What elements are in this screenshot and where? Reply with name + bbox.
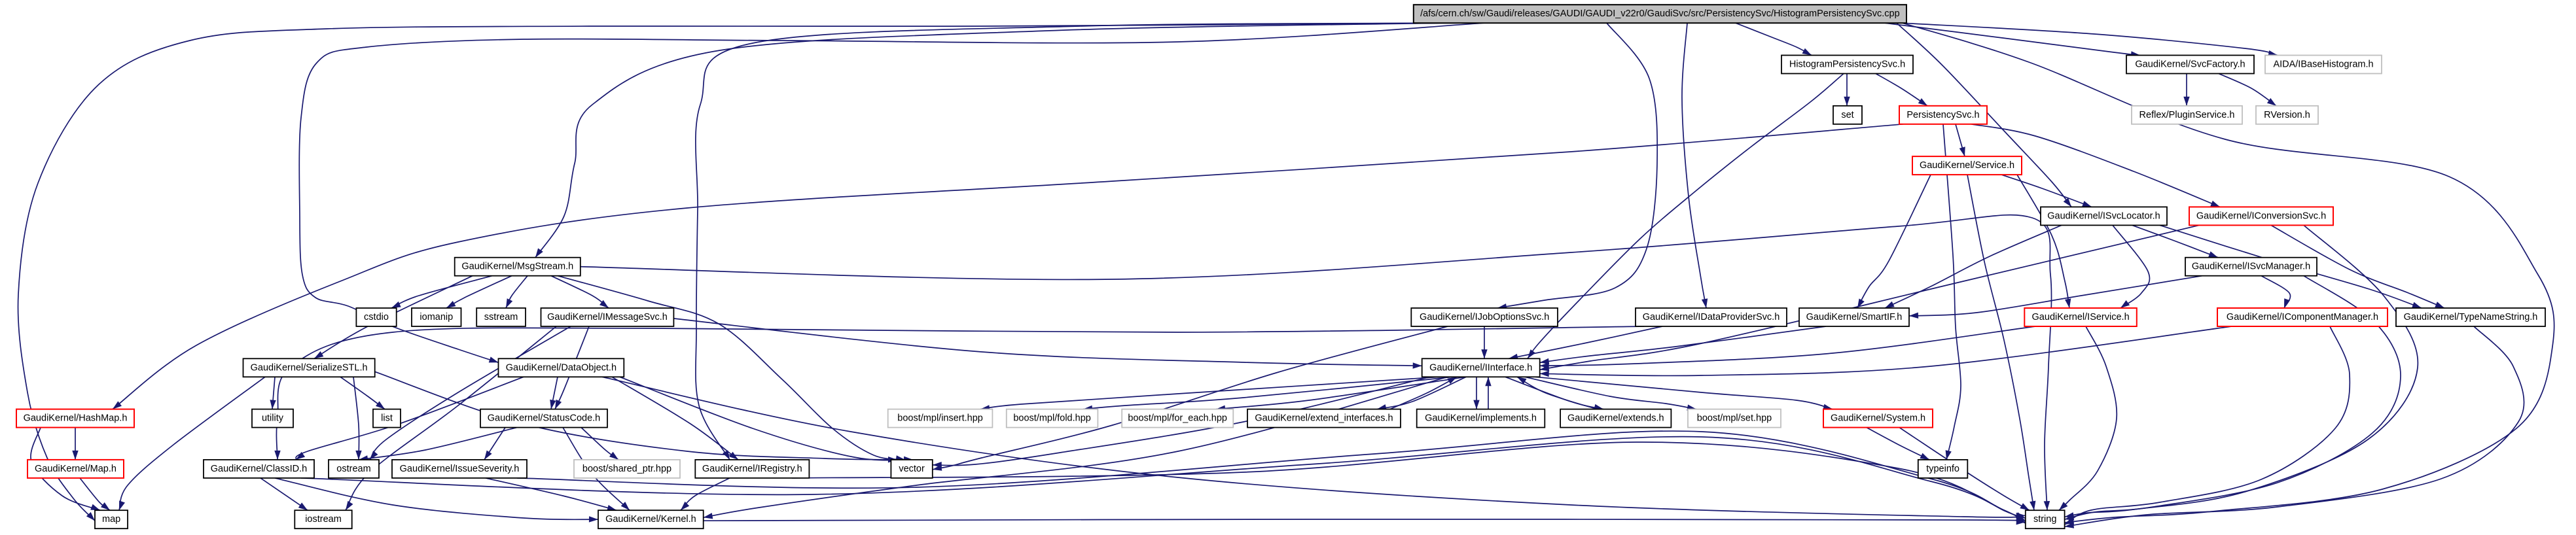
svg-text:boost/mpl/insert.hpp: boost/mpl/insert.hpp — [897, 413, 983, 424]
svg-text:string: string — [2033, 514, 2056, 525]
svg-text:GaudiKernel/IConversionSvc.h: GaudiKernel/IConversionSvc.h — [2196, 211, 2326, 221]
svg-text:AIDA/IBaseHistogram.h: AIDA/IBaseHistogram.h — [2273, 60, 2373, 70]
svg-text:HistogramPersistencySvc.h: HistogramPersistencySvc.h — [1789, 60, 1905, 70]
svg-text:GaudiKernel/SmartIF.h: GaudiKernel/SmartIF.h — [1806, 312, 1903, 322]
svg-text:GaudiKernel/IssueSeverity.h: GaudiKernel/IssueSeverity.h — [400, 464, 520, 474]
svg-text:vector: vector — [899, 464, 925, 474]
svg-text:GaudiKernel/IRegistry.h: GaudiKernel/IRegistry.h — [702, 464, 802, 474]
svg-text:Reflex/PluginService.h: Reflex/PluginService.h — [2139, 110, 2235, 120]
svg-text:GaudiKernel/IJobOptionsSvc.h: GaudiKernel/IJobOptionsSvc.h — [1420, 312, 1549, 322]
svg-text:iomanip: iomanip — [420, 312, 453, 322]
svg-text:sstream: sstream — [484, 312, 518, 322]
svg-text:cstdio: cstdio — [364, 312, 389, 322]
svg-text:boost/mpl/for_each.hpp: boost/mpl/for_each.hpp — [1128, 413, 1227, 424]
svg-text:GaudiKernel/ISvcManager.h: GaudiKernel/ISvcManager.h — [2192, 262, 2310, 272]
svg-text:boost/shared_ptr.hpp: boost/shared_ptr.hpp — [582, 464, 671, 474]
svg-text:list: list — [381, 413, 393, 424]
svg-text:/afs/cern.ch/sw/Gaudi/releases: /afs/cern.ch/sw/Gaudi/releases/GAUDI/GAU… — [1420, 9, 1900, 19]
svg-text:typeinfo: typeinfo — [1926, 464, 1959, 474]
svg-text:GaudiKernel/Service.h: GaudiKernel/Service.h — [1920, 160, 2014, 171]
svg-text:GaudiKernel/HashMap.h: GaudiKernel/HashMap.h — [24, 413, 128, 424]
svg-text:GaudiKernel/IService.h: GaudiKernel/IService.h — [2032, 312, 2130, 322]
svg-text:GaudiKernel/ClassID.h: GaudiKernel/ClassID.h — [211, 464, 308, 474]
svg-text:boost/mpl/set.hpp: boost/mpl/set.hpp — [1697, 413, 1772, 424]
svg-text:GaudiKernel/TypeNameString.h: GaudiKernel/TypeNameString.h — [2404, 312, 2538, 322]
svg-text:GaudiKernel/IComponentManager.: GaudiKernel/IComponentManager.h — [2227, 312, 2378, 322]
svg-text:GaudiKernel/implements.h: GaudiKernel/implements.h — [1425, 413, 1537, 424]
svg-text:PersistencySvc.h: PersistencySvc.h — [1906, 110, 1979, 120]
svg-text:iostream: iostream — [305, 514, 342, 525]
svg-text:GaudiKernel/Map.h: GaudiKernel/Map.h — [35, 464, 116, 474]
svg-text:ostream: ostream — [336, 464, 370, 474]
svg-text:GaudiKernel/IInterface.h: GaudiKernel/IInterface.h — [1429, 362, 1532, 373]
svg-text:GaudiKernel/SvcFactory.h: GaudiKernel/SvcFactory.h — [2135, 60, 2245, 70]
svg-text:set: set — [1841, 110, 1853, 120]
svg-text:GaudiKernel/IMessageSvc.h: GaudiKernel/IMessageSvc.h — [547, 312, 668, 322]
svg-text:RVersion.h: RVersion.h — [2264, 110, 2310, 120]
svg-text:GaudiKernel/Kernel.h: GaudiKernel/Kernel.h — [605, 514, 696, 525]
svg-text:GaudiKernel/DataObject.h: GaudiKernel/DataObject.h — [506, 362, 617, 373]
svg-text:GaudiKernel/ISvcLocator.h: GaudiKernel/ISvcLocator.h — [2047, 211, 2160, 221]
svg-text:map: map — [102, 514, 120, 525]
svg-text:GaudiKernel/extend_interfaces.: GaudiKernel/extend_interfaces.h — [1255, 413, 1393, 424]
svg-text:boost/mpl/fold.hpp: boost/mpl/fold.hpp — [1013, 413, 1091, 424]
svg-text:GaudiKernel/MsgStream.h: GaudiKernel/MsgStream.h — [461, 262, 573, 272]
svg-text:GaudiKernel/extends.h: GaudiKernel/extends.h — [1567, 413, 1664, 424]
svg-text:GaudiKernel/IDataProviderSvc.h: GaudiKernel/IDataProviderSvc.h — [1643, 312, 1780, 322]
svg-text:GaudiKernel/StatusCode.h: GaudiKernel/StatusCode.h — [488, 413, 601, 424]
svg-text:utility: utility — [262, 413, 284, 424]
svg-text:GaudiKernel/SerializeSTL.h: GaudiKernel/SerializeSTL.h — [251, 362, 368, 373]
svg-text:GaudiKernel/System.h: GaudiKernel/System.h — [1831, 413, 1925, 424]
